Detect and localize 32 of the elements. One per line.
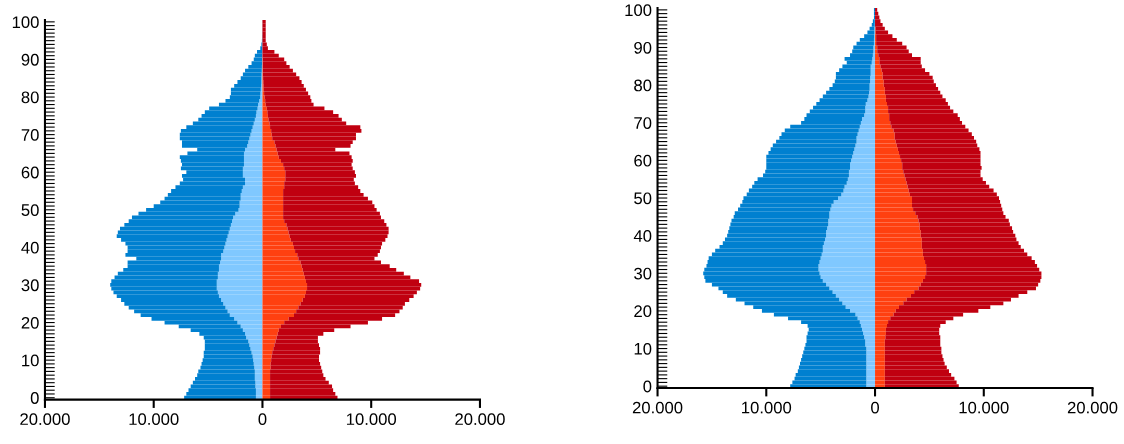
y-tick-label: 90 [634, 41, 652, 54]
x-tick-label: 20.000 [20, 413, 70, 426]
y-tick-label: 10 [22, 354, 39, 367]
y-tick-label: 80 [21, 91, 39, 104]
x-tick-label: 10.000 [742, 401, 792, 414]
y-tick-label: 60 [21, 166, 39, 179]
y-tick-label: 30 [21, 279, 39, 292]
x-tick-label: 20.000 [455, 413, 505, 426]
x-tick-label: 10.000 [346, 413, 397, 426]
y-tick-label: 50 [634, 192, 652, 205]
y-tick-label: 70 [634, 117, 652, 129]
x-tick-label: 0 [258, 413, 267, 426]
y-tick-label: 100 [12, 16, 39, 29]
y-tick-label: 0 [30, 392, 39, 404]
y-tick-label: 100 [625, 4, 652, 17]
y-tick-label: 70 [21, 129, 39, 141]
y-tick-label: 30 [634, 267, 652, 280]
y-tick-label: 40 [21, 241, 39, 254]
y-tick-label: 60 [634, 154, 652, 167]
x-tick-label: 10.000 [129, 413, 179, 426]
y-tick-label: 0 [643, 380, 652, 393]
y-tick-label: 80 [634, 79, 652, 92]
y-tick-label: 20 [634, 305, 652, 318]
x-tick-label: 0 [871, 401, 880, 414]
y-tick-label: 50 [21, 204, 39, 216]
y-tick-label: 90 [21, 53, 39, 66]
y-tick-label: 10 [634, 342, 652, 355]
x-tick-label: 10.000 [959, 401, 1009, 414]
x-tick-label: 20.000 [1067, 401, 1118, 414]
y-tick-label: 20 [21, 316, 39, 329]
y-tick-label: 40 [633, 230, 652, 242]
x-tick-label: 20.000 [632, 401, 683, 414]
